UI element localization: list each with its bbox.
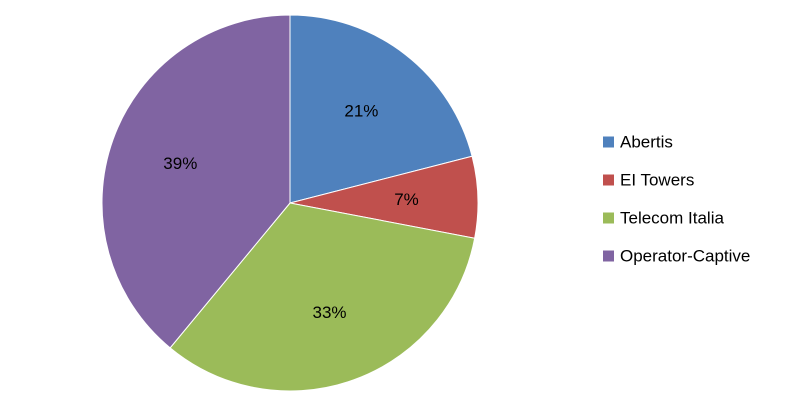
legend-label-ei-towers: EI Towers [620,171,694,190]
pie-slices [101,14,479,392]
data-label-abertis: 21% [344,101,378,120]
pie-data-labels: 21% 7% 33% 39% [163,101,419,322]
legend-label-abertis: Abertis [620,133,673,152]
pie-slice-abertis [289,14,473,204]
data-label-telecom-italia: 33% [312,303,346,322]
data-label-ei-towers: 7% [394,190,419,209]
data-label-operator-captive: 39% [163,154,197,173]
legend-label-telecom-italia: Telecom Italia [620,209,724,228]
legend-swatch-ei-towers [603,174,614,186]
pie-slice-operator-captive [101,14,291,349]
legend-swatch-telecom-italia [603,212,614,224]
pie-slice-telecom-italia [169,202,476,392]
legend: Abertis EI Towers Telecom Italia Operator-C… [603,133,750,266]
legend-swatch-abertis [603,136,614,148]
legend-label-operator-captive: Operator-Captive [620,247,750,266]
legend-swatch-operator-captive [603,250,614,262]
